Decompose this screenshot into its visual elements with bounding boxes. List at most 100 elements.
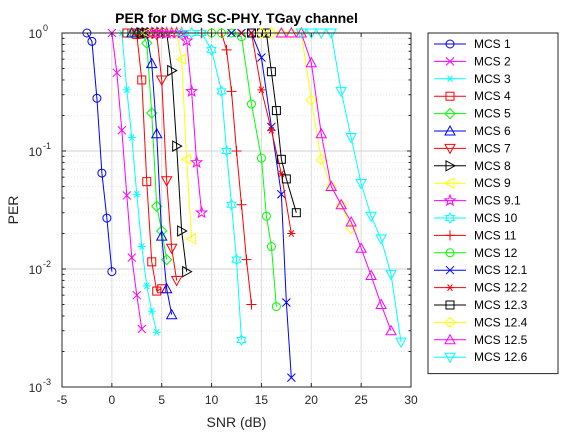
- data-point: [385, 269, 397, 281]
- data-point: [246, 99, 256, 109]
- x-tick-label: 20: [305, 393, 319, 407]
- data-point: [177, 225, 188, 237]
- data-point: [345, 216, 358, 227]
- data-point: [305, 94, 317, 106]
- data-point: [255, 27, 268, 39]
- data-point: [236, 334, 247, 347]
- y-tick-exponent: -2: [43, 259, 51, 269]
- data-point: [315, 127, 328, 139]
- y-tick-label: 10: [29, 263, 43, 277]
- legend-marker: [445, 39, 455, 49]
- data-point: [165, 308, 178, 320]
- legend-label: MCS 9: [474, 176, 511, 190]
- data-point: [102, 213, 112, 223]
- legend-marker: [444, 333, 456, 345]
- data-point: [87, 36, 97, 46]
- data-point: [385, 324, 397, 336]
- legend-entry: MCS 3: [434, 72, 511, 86]
- data-point: [132, 290, 142, 300]
- data-point: [325, 180, 338, 192]
- legend-label: MCS 12.6: [474, 350, 528, 364]
- legend-marker: [444, 212, 456, 224]
- legend-label: MCS 6: [474, 124, 511, 138]
- data-point: [345, 222, 357, 235]
- legend-label: MCS 9.1: [474, 194, 521, 208]
- legend-entry: MCS 10: [434, 211, 518, 225]
- legend-entry: MCS 8: [434, 159, 511, 173]
- data-point: [147, 307, 156, 315]
- legend-marker: [446, 284, 454, 292]
- legend-marker: [445, 57, 455, 66]
- x-tick-label: 10: [205, 393, 219, 407]
- data-point: [152, 286, 162, 296]
- legend-entry: MCS 2: [434, 54, 511, 68]
- x-tick-label: 0: [109, 393, 116, 407]
- data-point: [266, 67, 276, 77]
- data-point: [137, 243, 146, 251]
- legend-label: MCS 2: [474, 54, 511, 68]
- legend-marker: [444, 124, 456, 136]
- data-point: [355, 242, 367, 253]
- data-point: [186, 27, 197, 39]
- data-point: [180, 153, 192, 166]
- data-point: [147, 257, 157, 267]
- data-point: [112, 68, 122, 78]
- legend-entry: MCS 11: [434, 228, 517, 242]
- data-point: [265, 27, 278, 39]
- legend-marker: [444, 352, 456, 364]
- grid-lines: [61, 33, 412, 388]
- data-point: [170, 275, 183, 287]
- series-line: [121, 32, 158, 333]
- data-point: [282, 298, 291, 307]
- legend-marker: [445, 265, 455, 275]
- y-tick-exponent: 0: [43, 23, 48, 33]
- data-point: [315, 153, 327, 166]
- data-point: [127, 253, 137, 262]
- data-point: [155, 230, 168, 241]
- data-point: [142, 177, 152, 187]
- data-point: [182, 265, 193, 278]
- data-point: [122, 86, 131, 94]
- legend-label: MCS 4: [474, 89, 511, 103]
- y-tick-exponent: -3: [43, 377, 51, 387]
- legend-entry: MCS 9.1: [434, 194, 521, 208]
- legend-marker: [446, 75, 454, 83]
- data-point: [145, 57, 158, 69]
- data-point: [287, 229, 296, 237]
- legend-label: MCS 10: [474, 211, 518, 225]
- data-point: [175, 53, 187, 66]
- legend-label: MCS 12.2: [474, 281, 528, 295]
- data-point: [190, 155, 204, 169]
- data-point: [206, 43, 217, 56]
- data-point: [335, 86, 348, 98]
- y-tick-label: 10: [29, 145, 43, 159]
- data-point: [160, 176, 173, 187]
- plot-background: [62, 33, 411, 387]
- legend-marker: [444, 316, 456, 329]
- data-point: [137, 75, 147, 85]
- x-tick-label: 5: [158, 393, 165, 407]
- legend: MCS 1 MCS 2 MCS 3 MCS 4 MCS 5 MCS 6 MCS 7 MCS 8…: [427, 32, 559, 375]
- legend-label: MCS 11: [474, 228, 517, 242]
- series-line: [86, 32, 113, 272]
- legend-marker: [444, 107, 456, 120]
- legend-entry: MCS 12: [434, 246, 518, 260]
- data-point: [335, 198, 348, 210]
- legend-marker: [443, 177, 455, 190]
- y-axis-label: PER: [5, 196, 21, 225]
- x-axis-label: SNR (dB): [207, 414, 267, 430]
- data-point: [345, 133, 358, 144]
- legend-label: MCS 1: [474, 37, 511, 51]
- legend-label: MCS 12.5: [474, 333, 528, 347]
- data-point: [180, 33, 194, 47]
- legend-label: MCS 8: [474, 159, 511, 173]
- y-tick-label: 10: [29, 381, 43, 395]
- y-tick-label: 10: [29, 27, 43, 41]
- legend-entry: MCS 6: [434, 124, 511, 138]
- data-point: [231, 253, 242, 266]
- data-point: [257, 53, 266, 62]
- data-point: [271, 302, 281, 312]
- data-point: [261, 211, 271, 221]
- data-point: [160, 282, 173, 294]
